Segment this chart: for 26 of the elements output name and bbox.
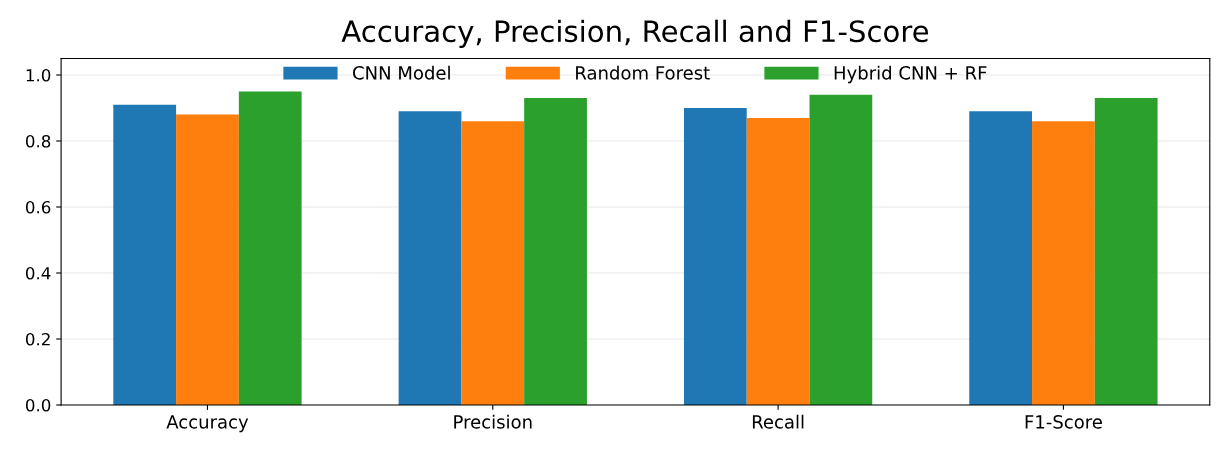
bar bbox=[176, 114, 239, 405]
y-tick-label: 0.6 bbox=[25, 200, 51, 214]
bar bbox=[809, 94, 873, 405]
x-tick-label: F1-Score bbox=[1025, 415, 1102, 429]
chart-title: Accuracy, Precision, Recall and F1-Score bbox=[341, 19, 929, 48]
x-tick-label: Accuracy bbox=[166, 415, 249, 433]
bar bbox=[969, 111, 1033, 405]
y-tick-label: 0.2 bbox=[25, 332, 50, 346]
legend-label: Hybrid CNN + RF bbox=[834, 65, 987, 84]
legend-label: Random Forest bbox=[576, 65, 710, 80]
bar bbox=[113, 104, 177, 405]
bar bbox=[1094, 98, 1158, 405]
y-tick-label: 0.0 bbox=[25, 398, 51, 412]
bar bbox=[746, 117, 810, 405]
x-tick-label: Precision bbox=[454, 414, 532, 429]
bar bbox=[238, 91, 302, 405]
y-tick-label: 0.8 bbox=[25, 134, 51, 148]
y-tick-label: 1.0 bbox=[26, 68, 51, 82]
bar bbox=[524, 98, 587, 405]
x-tick-label: Recall bbox=[752, 414, 804, 429]
bar bbox=[683, 108, 747, 405]
bar bbox=[461, 121, 525, 405]
y-tick-label: 0.4 bbox=[25, 266, 51, 280]
bar bbox=[1032, 121, 1095, 405]
legend-label: CNN Model bbox=[352, 65, 450, 80]
bar bbox=[398, 111, 462, 405]
